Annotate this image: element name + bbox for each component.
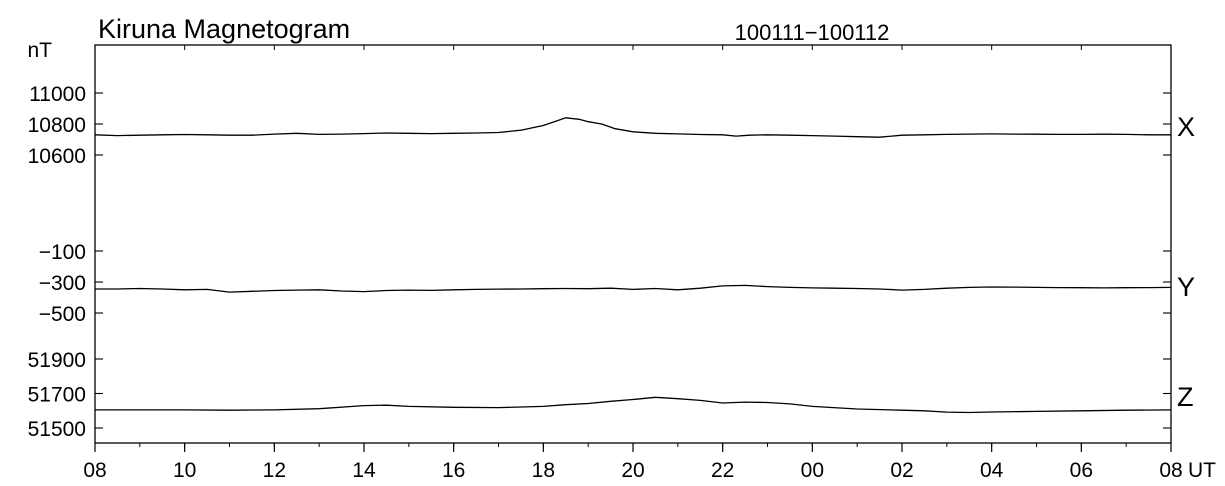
- y-tick-label: 10800: [28, 114, 86, 137]
- x-unit-label: UT: [1188, 459, 1216, 482]
- y-tick-label: 51900: [28, 349, 86, 372]
- series-line-z: [95, 396, 1172, 414]
- panel-z: 51900 51700 51500 Z: [28, 349, 1194, 441]
- y-tick-label: −300: [39, 272, 86, 295]
- x-tick-labels: 08 10 12 14 16 18 20 22 00 02 04 06 08: [83, 459, 1182, 482]
- x-tick-label: 10: [173, 459, 196, 482]
- x-tick-label: 04: [980, 459, 1004, 482]
- y-unit-label: nT: [27, 39, 52, 62]
- panel-x: 11000 10800 10600 X: [28, 83, 1195, 168]
- x-tick-label: 00: [801, 459, 824, 482]
- x-tick-label: 14: [352, 459, 376, 482]
- component-label: X: [1177, 112, 1195, 142]
- x-tick-label: 06: [1070, 459, 1093, 482]
- x-tick-label: 08: [1159, 459, 1182, 482]
- panel-y: −100 −300 −500 Y: [39, 241, 1195, 326]
- series-line-y: [95, 284, 1172, 293]
- y-tick-label: 51700: [28, 384, 86, 407]
- plot-frame: [94, 44, 1172, 444]
- chart-title: Kiruna Magnetogram: [98, 14, 350, 44]
- x-tick-label: 22: [711, 459, 734, 482]
- y-tick-label: 10600: [28, 145, 86, 168]
- chart-date-range: 100111−100112: [735, 20, 890, 45]
- series-line-x: [94, 117, 1171, 138]
- y-tick-label: 51500: [28, 418, 86, 441]
- component-label: Z: [1177, 382, 1194, 412]
- x-tick-label: 02: [890, 459, 913, 482]
- component-label: Y: [1177, 272, 1195, 302]
- component-panels: 110001080010600X−100−300−500Y51900517005…: [28, 83, 1195, 441]
- x-tick-label: 08: [83, 459, 106, 482]
- x-tick-label: 18: [532, 459, 555, 482]
- axis-ticks: [94, 45, 1172, 452]
- x-tick-label: 16: [442, 459, 465, 482]
- y-tick-label: −100: [39, 241, 86, 264]
- y-tick-label: 11000: [29, 83, 86, 106]
- y-tick-label: −500: [39, 303, 86, 326]
- x-tick-label: 20: [621, 459, 644, 482]
- x-tick-label: 12: [263, 459, 286, 482]
